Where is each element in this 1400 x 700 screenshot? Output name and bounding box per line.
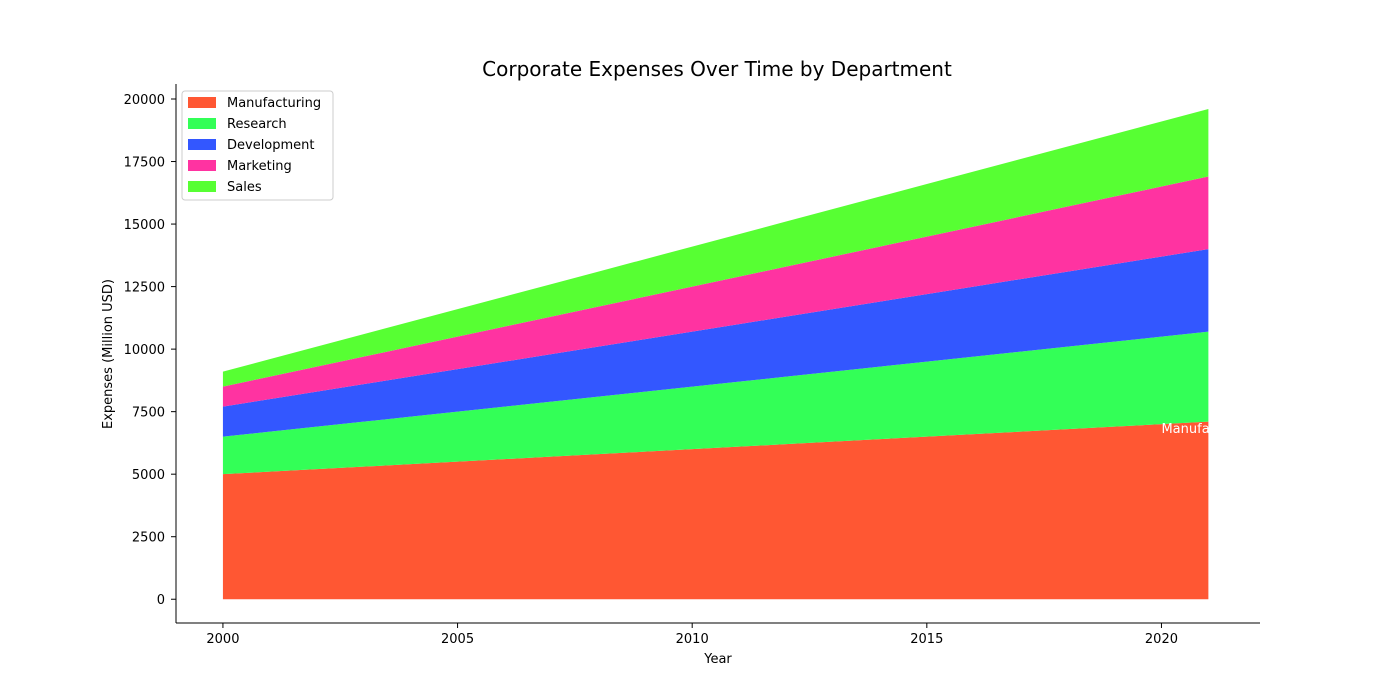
chart-title: Corporate Expenses Over Time by Departme… <box>482 57 952 81</box>
area-annotation: Manufa <box>1161 422 1209 437</box>
legend-swatch-development <box>188 139 216 150</box>
legend-label-marketing: Marketing <box>227 159 292 174</box>
x-tick-label: 2015 <box>910 632 943 647</box>
y-axis-label: Expenses (Million USD) <box>101 279 116 429</box>
y-tick-label: 0 <box>157 593 165 608</box>
area-series-group <box>222 109 1209 600</box>
y-ticks-group: 0 2500 5000 7500 10000 12500 15000 17500 20000 <box>124 93 176 608</box>
legend-swatch-marketing <box>188 160 216 171</box>
legend-label-development: Development <box>227 138 315 153</box>
x-tick-label: 2010 <box>676 632 709 647</box>
y-tick-label: 17500 <box>124 156 165 171</box>
area-marketing <box>222 176 1209 407</box>
legend-label-sales: Sales <box>227 180 262 195</box>
legend-swatch-research <box>188 118 216 129</box>
area-research <box>222 331 1209 475</box>
x-ticks-group: 2000 2005 2010 2015 2020 <box>206 623 1178 647</box>
area-sales <box>222 109 1209 387</box>
y-tick-label: 5000 <box>132 468 165 483</box>
legend-swatch-sales <box>188 181 216 192</box>
legend-swatch-manufacturing <box>188 97 216 108</box>
x-tick-label: 2020 <box>1145 632 1178 647</box>
x-axis-label: Year <box>703 652 732 667</box>
legend-frame <box>181 90 334 201</box>
area-manufacturing <box>222 421 1209 600</box>
y-tick-label: 10000 <box>124 343 165 358</box>
area-development <box>222 249 1209 437</box>
y-tick-label: 12500 <box>124 281 165 296</box>
y-tick-label: 7500 <box>132 406 165 421</box>
y-tick-label: 15000 <box>124 218 165 233</box>
x-tick-label: 2005 <box>441 632 474 647</box>
legend: Manufacturing Research Development Marketin… <box>181 90 334 201</box>
legend-label-research: Research <box>227 117 287 132</box>
legend-label-manufacturing: Manufacturing <box>227 96 321 111</box>
y-tick-label: 2500 <box>132 531 165 546</box>
axes-group <box>175 84 1260 624</box>
x-tick-label: 2000 <box>206 632 239 647</box>
annotations-group: Manufa <box>1161 422 1209 437</box>
y-tick-label: 20000 <box>124 93 165 108</box>
